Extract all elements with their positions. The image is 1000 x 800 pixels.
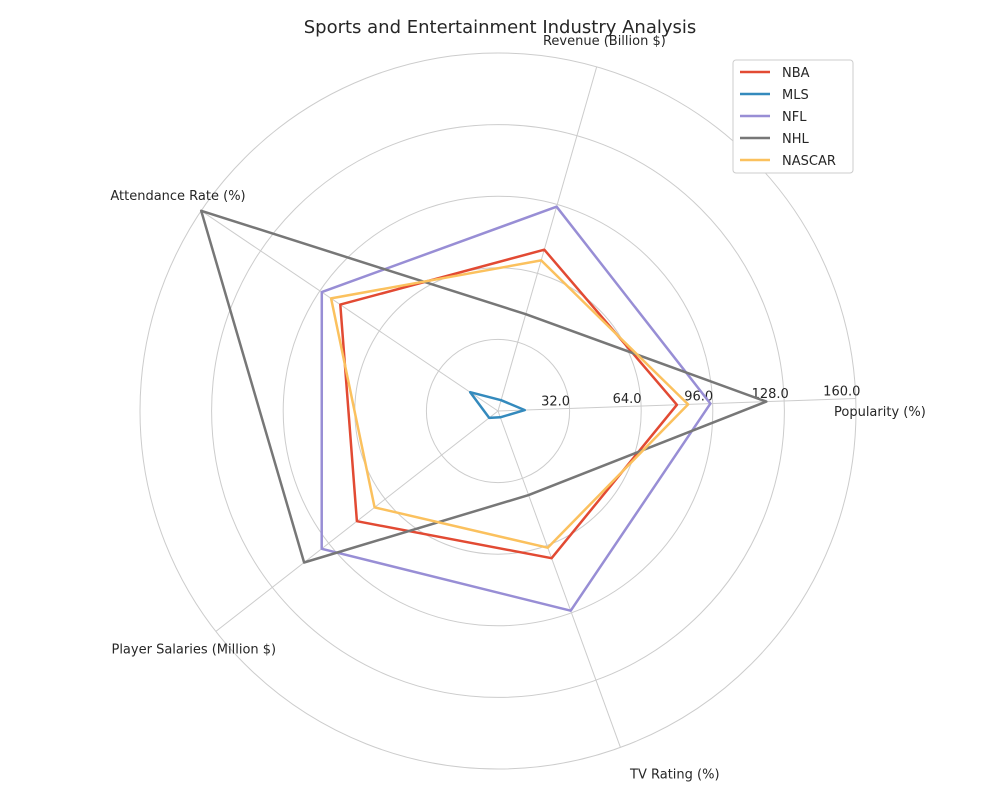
axis-spoke	[497, 410, 621, 748]
axis-spoke	[200, 210, 499, 412]
grid-circle	[139, 52, 857, 770]
grid-circle	[211, 124, 785, 698]
axis-label: Player Salaries (Million $)	[111, 643, 276, 658]
legend-items: NBA MLS NFL NHL NASCAR	[740, 66, 836, 169]
series-line-nfl	[320, 205, 712, 612]
radial-tick-label: 128.0	[752, 387, 789, 402]
legend-label: NHL	[782, 132, 810, 147]
legend-label: NBA	[782, 66, 810, 81]
series-lines	[199, 205, 768, 612]
radial-tick-label: 32.0	[541, 395, 570, 410]
axis-labels: Popularity (%) Revenue (Billion $) Attenda…	[110, 34, 925, 783]
axis-label: Revenue (Billion $)	[543, 34, 666, 49]
series-line-mls	[468, 390, 527, 420]
axis-label: TV Rating (%)	[629, 768, 720, 783]
radial-tick-label: 160.0	[823, 385, 860, 400]
legend-frame	[732, 59, 854, 174]
radar-grid	[139, 52, 857, 770]
legend-label: MLS	[782, 88, 809, 103]
axis-label: Attendance Rate (%)	[110, 189, 245, 204]
axis-spoke	[497, 66, 598, 412]
legend: NBA MLS NFL NHL NASCAR	[732, 59, 854, 174]
axis-label: Popularity (%)	[834, 405, 926, 420]
radial-tick-label: 96.0	[684, 390, 713, 405]
series-line-nba	[339, 248, 679, 560]
grid-circle	[282, 195, 714, 627]
chart-title: Sports and Entertainment Industry Analys…	[304, 17, 697, 38]
legend-label: NFL	[782, 110, 807, 125]
grid-circle	[425, 338, 571, 484]
radial-tick-label: 64.0	[613, 392, 642, 407]
series-line-nascar	[329, 259, 690, 549]
legend-label: NASCAR	[782, 154, 836, 169]
series-line-nhl	[199, 209, 768, 564]
radial-tick-labels: 32.0 64.0 96.0 128.0 160.0	[541, 385, 860, 410]
